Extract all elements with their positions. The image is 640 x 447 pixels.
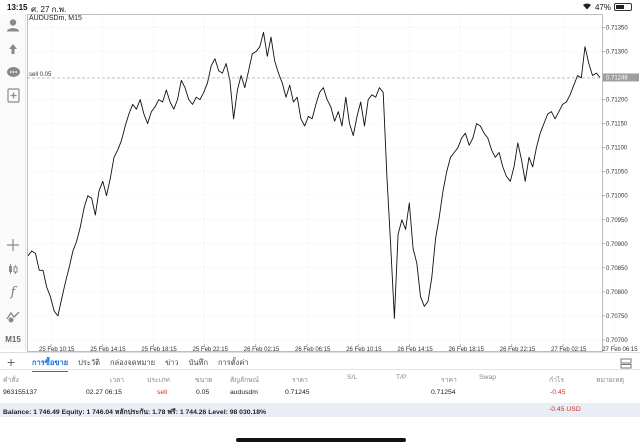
col-size: ขนาด bbox=[195, 377, 213, 384]
objects-icon[interactable] bbox=[3, 307, 23, 325]
col-time: เวลา bbox=[110, 377, 125, 384]
col-sl: S/L bbox=[347, 374, 358, 381]
y-tick-label: 0.71200 bbox=[606, 98, 628, 104]
row-price2: 0.71254 bbox=[431, 389, 456, 396]
status-bar: 13:15 ศ. 27 ก.พ. 47% bbox=[0, 0, 640, 14]
balance-text: Balance: 1 746.49 Equity: 1 746.04 หลักป… bbox=[3, 409, 267, 416]
col-type: ประเภท bbox=[147, 377, 170, 384]
home-indicator bbox=[236, 438, 406, 442]
x-tick-label: 26 Feb 22:15 bbox=[500, 347, 536, 352]
price-series-line bbox=[27, 31, 601, 319]
timeframe-button[interactable]: M15 bbox=[5, 334, 21, 344]
x-tick-label: 27 Feb 06:15 bbox=[602, 347, 638, 352]
col-symbol: สัญลักษณ์ bbox=[230, 377, 260, 384]
battery-percent: 47% bbox=[594, 2, 611, 12]
crosshair-icon[interactable] bbox=[3, 236, 23, 254]
y-tick-label: 0.71000 bbox=[606, 194, 628, 200]
col-profit: กำไร bbox=[549, 377, 565, 384]
row-size: 0.05 bbox=[196, 389, 210, 396]
x-tick-label: 26 Feb 14:15 bbox=[397, 347, 433, 352]
balance-bar: Balance: 1 746.49 Equity: 1 746.04 หลักป… bbox=[0, 403, 640, 417]
x-tick-label: 26 Feb 02:15 bbox=[244, 347, 280, 352]
account-icon[interactable] bbox=[3, 16, 23, 34]
row-profit: -0.45 bbox=[550, 389, 566, 396]
col-note: หมายเหตุ bbox=[596, 377, 624, 384]
x-tick-label: 26 Feb 06:15 bbox=[295, 347, 331, 352]
y-tick-label: 0.70700 bbox=[606, 338, 628, 344]
y-tick-label: 0.70750 bbox=[606, 314, 628, 320]
y-tick-label: 0.71150 bbox=[606, 122, 628, 128]
battery-icon bbox=[614, 3, 632, 11]
tab-news[interactable]: ข่าว bbox=[165, 358, 179, 367]
y-tick-label: 0.71050 bbox=[606, 170, 628, 176]
y-tick-label: 0.71350 bbox=[606, 25, 628, 31]
x-tick-label: 25 Feb 18:15 bbox=[141, 347, 177, 352]
plot-frame bbox=[27, 14, 603, 352]
col-swap: Swap bbox=[479, 374, 497, 381]
tab-history[interactable]: ประวัติ bbox=[78, 358, 101, 367]
col-price2: ราคา bbox=[441, 377, 457, 384]
row-order: 963155137 bbox=[3, 389, 38, 396]
x-tick-label: 25 Feb 14:15 bbox=[90, 347, 126, 352]
status-date: ศ. 27 ก.พ. bbox=[31, 5, 67, 14]
chart-toolbar: f M15 bbox=[0, 14, 26, 350]
layout-toggle-icon[interactable] bbox=[620, 356, 632, 374]
current-price-label: 0.71246 bbox=[606, 75, 628, 81]
y-tick-label: 0.70850 bbox=[606, 266, 628, 272]
x-tick-label: 26 Feb 18:15 bbox=[449, 347, 485, 352]
y-tick-label: 0.70950 bbox=[606, 218, 628, 224]
x-tick-label: 27 Feb 02:15 bbox=[551, 347, 587, 352]
add-document-icon[interactable] bbox=[3, 86, 23, 104]
balance-total: -0.45 USD bbox=[549, 406, 581, 413]
chart-symbol-title: AUDUSDm, M15 bbox=[29, 15, 82, 22]
price-chart[interactable]: sell 0.05 0.71350 0.71300 0.71200 0.71150 0.… bbox=[27, 14, 640, 352]
y-tick-label: 0.70800 bbox=[606, 290, 628, 296]
tab-trade[interactable]: การซื้อขาย bbox=[32, 357, 69, 372]
y-tick-label: 0.70900 bbox=[606, 242, 628, 248]
row-time: 02.27 06:15 bbox=[86, 389, 122, 396]
wifi-icon bbox=[582, 2, 592, 12]
row-price: 0.71245 bbox=[285, 389, 310, 396]
order-level-label: sell 0.05 bbox=[29, 72, 52, 78]
tab-mailbox[interactable]: กล่องจดหมาย bbox=[110, 358, 156, 367]
terminal-tab-bar: + การซื้อขาย ประวัติ กล่องจดหมาย ข่าว บั… bbox=[0, 352, 640, 372]
chart-canvas[interactable]: sell 0.05 0.71350 0.71300 0.71200 0.71150 0.… bbox=[27, 14, 640, 352]
y-tick-label: 0.71100 bbox=[606, 146, 628, 152]
tab-journal[interactable]: บันทึก bbox=[188, 358, 209, 367]
tab-settings[interactable]: การตั้งค่า bbox=[218, 358, 249, 367]
col-price: ราคา bbox=[292, 377, 308, 384]
current-price-tag bbox=[603, 73, 639, 82]
x-tick-label: 26 Feb 10:15 bbox=[346, 347, 382, 352]
row-type: sell bbox=[157, 389, 168, 396]
candles-icon[interactable] bbox=[3, 260, 23, 278]
add-icon[interactable]: + bbox=[7, 354, 16, 370]
indicators-icon[interactable]: f bbox=[10, 284, 16, 300]
trade-icon[interactable] bbox=[3, 40, 23, 58]
chat-icon[interactable] bbox=[3, 64, 23, 82]
table-row[interactable]: 963155137 02.27 06:15 sell 0.05 audusdm … bbox=[0, 386, 640, 400]
col-order: คำสั่ง bbox=[3, 377, 19, 384]
x-tick-label: 25 Feb 22:15 bbox=[193, 347, 229, 352]
y-tick-label: 0.71300 bbox=[606, 50, 628, 56]
table-header: คำสั่ง เวลา ประเภท ขนาด สัญลักษณ์ ราคา S… bbox=[0, 371, 640, 385]
col-tp: T/P bbox=[396, 374, 407, 381]
x-tick-label: 25 Feb 10:15 bbox=[39, 347, 75, 352]
status-time: 13:15 bbox=[7, 3, 28, 12]
row-symbol: audusdm bbox=[230, 389, 258, 396]
